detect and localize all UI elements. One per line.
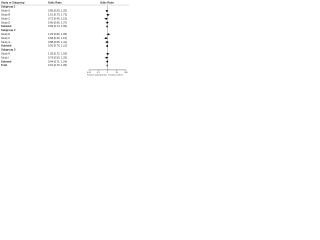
value-label: 0.91 [0.79, 1.05] xyxy=(48,63,67,67)
value-label: 0.68 [0.40, 1.16] xyxy=(48,36,67,40)
row-label: Subtotal xyxy=(1,24,12,28)
value-label: 0.92 [0.70, 1.21] xyxy=(48,44,67,48)
row-label: Study A xyxy=(1,9,10,13)
row-label: Study G xyxy=(1,40,10,44)
row-label: Study H xyxy=(1,51,10,55)
header-mid: Odds Ratio xyxy=(48,1,62,5)
row-label: Study C xyxy=(1,16,10,20)
point-estimate xyxy=(105,17,107,20)
value-label: 0.94 [0.71, 1.24] xyxy=(48,59,67,63)
row-label: Study E xyxy=(1,32,10,36)
x-label-left: Favours experimental xyxy=(87,73,107,76)
row-label: Subtotal xyxy=(1,44,12,48)
row-label: Total xyxy=(1,63,7,67)
point-estimate xyxy=(105,56,108,59)
value-label: 0.90 [0.74, 1.09] xyxy=(48,24,67,28)
summary-diamond xyxy=(106,60,109,63)
summary-diamond xyxy=(106,64,108,67)
row-label: Study F xyxy=(1,36,10,40)
summary-diamond xyxy=(106,44,109,48)
value-label: 0.85 [0.60, 1.20] xyxy=(48,9,67,13)
row-label: Subgroup 2 xyxy=(1,28,16,32)
chart: Study or Subgroup Odds Ratio Odds Ratio … xyxy=(0,0,129,80)
point-estimate xyxy=(105,37,107,39)
row-label: Study I xyxy=(1,55,9,59)
header-left: Study or Subgroup xyxy=(1,1,25,5)
value-label: 0.88 [0.55, 1.41] xyxy=(48,40,67,44)
point-estimate xyxy=(107,14,109,16)
value-label: 0.79 [0.50, 1.25] xyxy=(48,55,67,59)
x-label-right: Favours control xyxy=(109,73,123,76)
point-estimate xyxy=(107,33,110,36)
x-tick-label: 100 xyxy=(124,72,128,74)
value-label: 0.72 [0.45, 1.15] xyxy=(48,16,67,20)
summary-diamond xyxy=(106,25,108,28)
row-label: Subgroup 1 xyxy=(1,5,16,9)
row-label: Subtotal xyxy=(1,59,12,63)
value-label: 1.05 [0.72, 1.53] xyxy=(48,51,67,55)
x-tick-label: 1 xyxy=(107,72,109,74)
page: Study or Subgroup Odds Ratio Odds Ratio … xyxy=(0,0,320,80)
value-label: 1.25 [0.80, 1.95] xyxy=(48,32,67,36)
value-label: 0.95 [0.66, 1.37] xyxy=(48,20,67,24)
row-label: Study D xyxy=(1,20,10,24)
row-label: Subgroup 3 xyxy=(1,48,16,52)
x-tick-label: 0.01 xyxy=(87,72,92,74)
row-label: Study B xyxy=(1,12,10,16)
point-estimate xyxy=(106,41,108,43)
point-estimate xyxy=(106,53,109,55)
header-right: Odds Ratio xyxy=(100,1,114,5)
point-estimate xyxy=(106,10,108,12)
x-tick-label: 10 xyxy=(116,72,119,74)
point-estimate xyxy=(106,21,109,24)
x-tick-label: 0.1 xyxy=(97,72,101,74)
value-label: 1.10 [0.70, 1.73] xyxy=(48,12,67,16)
